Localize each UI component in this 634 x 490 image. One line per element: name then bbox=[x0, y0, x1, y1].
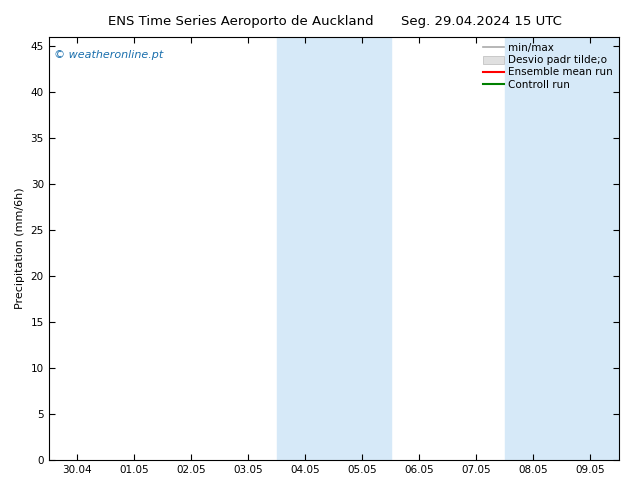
Y-axis label: Precipitation (mm/6h): Precipitation (mm/6h) bbox=[15, 188, 25, 309]
Text: Seg. 29.04.2024 15 UTC: Seg. 29.04.2024 15 UTC bbox=[401, 15, 562, 28]
Legend: min/max, Desvio padr tilde;o, Ensemble mean run, Controll run: min/max, Desvio padr tilde;o, Ensemble m… bbox=[482, 42, 614, 91]
Text: ENS Time Series Aeroporto de Auckland: ENS Time Series Aeroporto de Auckland bbox=[108, 15, 373, 28]
Bar bbox=[277, 37, 391, 460]
Bar bbox=[505, 37, 619, 460]
Text: © weatheronline.pt: © weatheronline.pt bbox=[55, 50, 164, 60]
